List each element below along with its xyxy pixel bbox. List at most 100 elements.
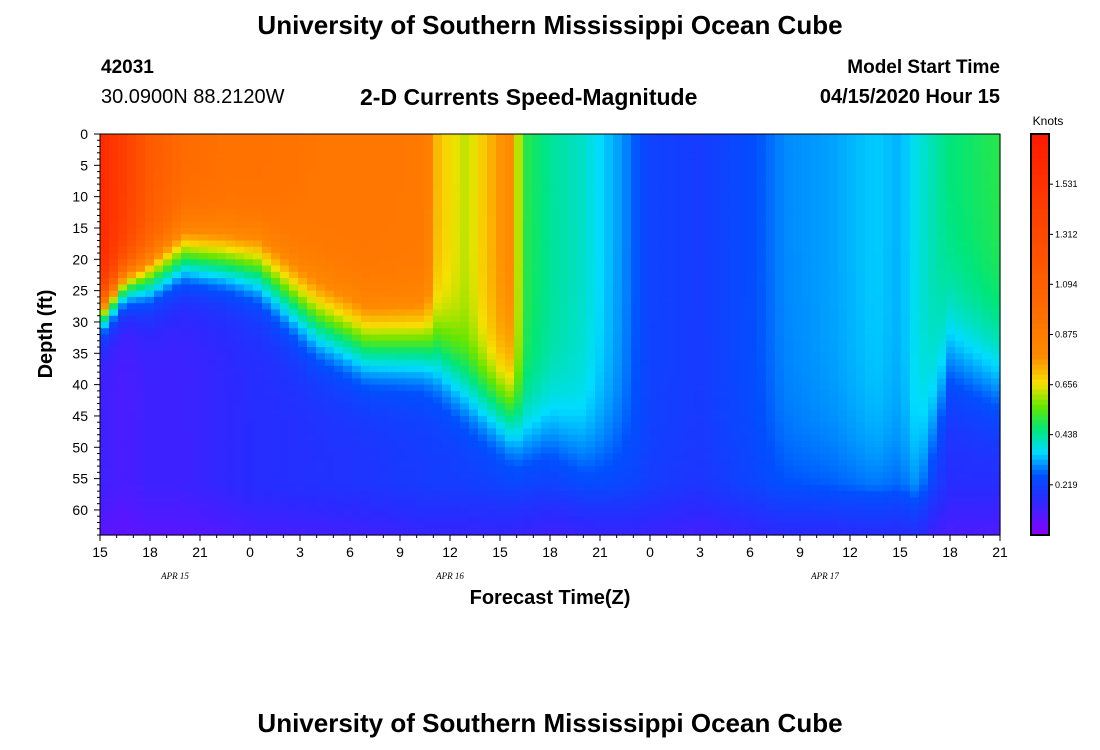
heatmap-cell	[496, 152, 506, 160]
heatmap-cell	[352, 409, 362, 417]
heatmap-cell	[478, 321, 488, 329]
heatmap-cell	[352, 365, 362, 373]
heatmap-cell	[460, 177, 470, 185]
heatmap-cell	[388, 296, 398, 304]
heatmap-cell	[793, 340, 803, 348]
heatmap-cell	[694, 390, 704, 398]
heatmap-cell	[253, 422, 263, 430]
heatmap-cell	[280, 265, 290, 273]
heatmap-cell	[559, 422, 569, 430]
heatmap-cell	[775, 309, 785, 317]
heatmap-cell	[784, 372, 794, 379]
heatmap-cell	[370, 296, 380, 304]
heatmap-cell	[415, 221, 425, 229]
heatmap-cell	[478, 459, 488, 467]
heatmap-cell	[640, 184, 650, 191]
heatmap-cell	[604, 397, 614, 405]
heatmap-cell	[487, 347, 497, 354]
heatmap-cell	[505, 422, 515, 430]
heatmap-cell	[163, 227, 173, 235]
heatmap-cell	[181, 209, 191, 217]
heatmap-cell	[541, 365, 551, 373]
heatmap-cell	[181, 140, 191, 148]
heatmap-cell	[415, 347, 425, 354]
heatmap-cell	[136, 478, 146, 486]
heatmap-cell	[730, 497, 740, 505]
heatmap-cell	[460, 184, 470, 191]
heatmap-cell	[298, 516, 308, 524]
heatmap-cell	[541, 497, 551, 505]
heatmap-cell	[235, 284, 245, 292]
heatmap-cell	[523, 522, 533, 530]
heatmap-cell	[406, 209, 416, 217]
heatmap-cell	[100, 378, 110, 386]
heatmap-cell	[208, 315, 218, 323]
heatmap-cell	[118, 353, 128, 361]
heatmap-cell	[262, 202, 272, 210]
heatmap-cell	[334, 315, 344, 323]
heatmap-cell	[289, 253, 299, 260]
heatmap-cell	[676, 165, 686, 173]
heatmap-cell	[289, 359, 299, 367]
heatmap-cell	[388, 265, 398, 273]
heatmap-cell	[361, 415, 371, 423]
heatmap-cell	[442, 365, 452, 373]
heatmap-cell	[388, 503, 398, 511]
heatmap-cell	[496, 359, 506, 367]
heatmap-cell	[712, 340, 722, 348]
heatmap-cell	[631, 365, 641, 373]
heatmap-cell	[748, 196, 758, 204]
heatmap-cell	[685, 422, 695, 430]
heatmap-cell	[649, 246, 659, 254]
heatmap-cell	[550, 309, 560, 317]
heatmap-cell	[208, 134, 218, 141]
heatmap-cell	[775, 478, 785, 486]
heatmap-cell	[514, 234, 524, 242]
heatmap-cell	[514, 353, 524, 361]
heatmap-cell	[154, 177, 164, 185]
heatmap-cell	[748, 159, 758, 166]
heatmap-cell	[514, 365, 524, 373]
heatmap-cell	[532, 296, 542, 304]
heatmap-cell	[415, 340, 425, 348]
heatmap-cell	[298, 359, 308, 367]
heatmap-cell	[487, 372, 497, 379]
heatmap-cell	[316, 472, 326, 480]
heatmap-cell	[667, 378, 677, 386]
heatmap-cell	[100, 497, 110, 505]
heatmap-cell	[757, 447, 767, 455]
heatmap-cell	[370, 146, 380, 154]
heatmap-cell	[262, 146, 272, 154]
heatmap-cell	[658, 177, 668, 185]
heatmap-cell	[154, 240, 164, 248]
heatmap-cell	[253, 177, 263, 185]
heatmap-cell	[640, 359, 650, 367]
heatmap-cell	[289, 184, 299, 191]
heatmap-cell	[775, 484, 785, 492]
heatmap-cell	[658, 484, 668, 492]
heatmap-cell	[622, 152, 632, 160]
heatmap-cell	[685, 165, 695, 173]
heatmap-cell	[415, 509, 425, 517]
heatmap-cell	[730, 321, 740, 329]
heatmap-cell	[253, 328, 263, 336]
heatmap-cell	[334, 271, 344, 279]
heatmap-cell	[451, 278, 461, 285]
heatmap-cell	[550, 284, 560, 292]
heatmap-cell	[118, 321, 128, 329]
heatmap-cell	[127, 497, 137, 505]
heatmap-cell	[235, 184, 245, 191]
heatmap-cell	[730, 340, 740, 348]
heatmap-cell	[226, 334, 236, 342]
heatmap-cell	[721, 221, 731, 229]
heatmap-cell	[541, 290, 551, 298]
heatmap-cell	[586, 309, 596, 317]
heatmap-cell	[505, 315, 515, 323]
heatmap-cell	[280, 428, 290, 436]
heatmap-cell	[307, 315, 317, 323]
heatmap-cell	[676, 428, 686, 436]
heatmap-cell	[685, 140, 695, 148]
heatmap-cell	[577, 497, 587, 505]
heatmap-cell	[433, 165, 443, 173]
heatmap-cell	[649, 134, 659, 141]
